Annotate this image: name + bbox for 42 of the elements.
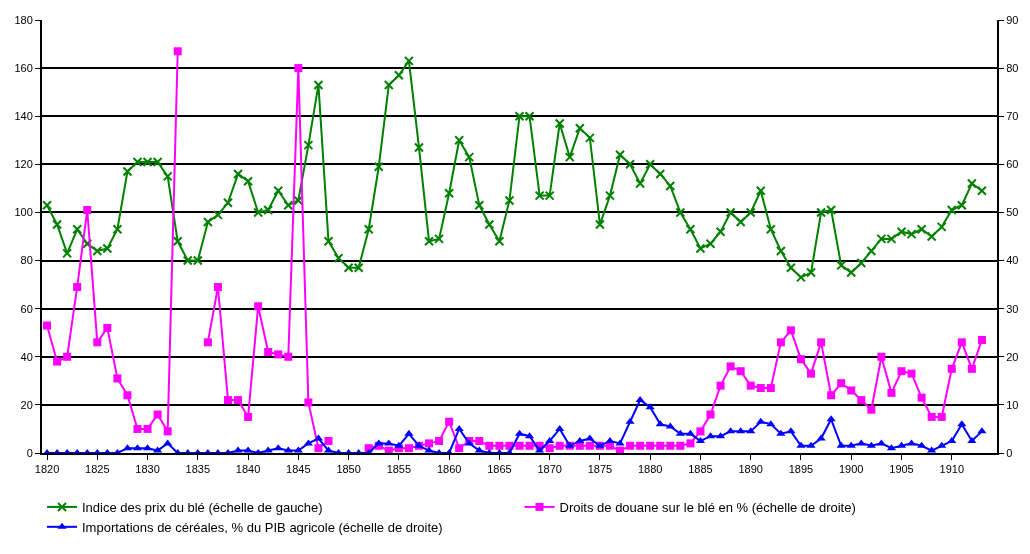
x-tick-label: 1885 [688,463,713,476]
legend-label: Droits de douane sur le blé en % (échelle de droite) [559,499,856,515]
x-tick-label: 1855 [386,463,412,476]
x-tick-label: 1905 [889,463,914,476]
y-tick-label: 180 [14,13,33,26]
y2-tick-label: 40 [1006,254,1019,267]
x-tick-label: 1895 [788,463,814,476]
x-tick-label: 1845 [286,463,311,476]
y2-tick-label: 90 [1006,13,1019,26]
y-tick-label: 0 [26,446,33,459]
x-tick-label: 1820 [34,463,60,476]
y2-tick-label: 70 [1006,110,1019,123]
x-tick-label: 1875 [587,463,613,476]
y2-tick-label: 0 [1006,446,1013,459]
x-tick-label: 1840 [235,463,261,476]
x-tick-label: 1850 [336,463,361,476]
y-tick-label: 120 [14,158,33,171]
y2-tick-label: 30 [1006,302,1019,315]
legend-label: Importations de céréales, % du PIB agricole (échelle de droite) [82,519,443,535]
x-tick-label: 1880 [637,463,663,476]
y-tick-label: 80 [20,254,33,267]
y2-tick-label: 50 [1006,206,1019,219]
x-tick-label: 1865 [487,463,512,476]
y-tick-label: 20 [20,398,33,411]
x-tick-label: 1860 [436,463,462,476]
y2-tick-label: 80 [1006,61,1019,74]
x-tick-label: 1835 [185,463,211,476]
y2-tick-label: 20 [1006,350,1019,363]
y-tick-label: 140 [14,110,33,123]
x-tick-label: 1870 [537,463,562,476]
y-tick-label: 60 [20,302,33,315]
x-tick-label: 1910 [939,463,964,476]
x-tick-label: 1830 [135,463,160,476]
y-tick-label: 160 [14,61,33,74]
x-tick-label: 1890 [738,463,763,476]
x-tick-label: 1900 [839,463,864,476]
y-tick-label: 100 [14,206,33,219]
y-tick-label: 40 [20,350,33,363]
y2-tick-label: 60 [1006,158,1019,171]
x-tick-label: 1825 [85,463,110,476]
y2-tick-label: 10 [1006,398,1019,411]
legend-label: Indice des prix du blé (échelle de gauche) [82,499,323,515]
